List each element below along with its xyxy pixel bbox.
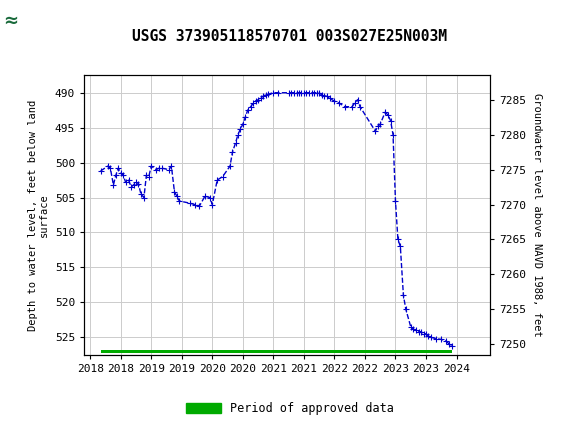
- Legend: Period of approved data: Period of approved data: [181, 397, 399, 420]
- Text: USGS 373905118570701 003S027E25N003M: USGS 373905118570701 003S027E25N003M: [132, 29, 448, 44]
- Bar: [100, 350, 452, 353]
- Text: ≈USGS: ≈USGS: [3, 12, 74, 29]
- Y-axis label: Groundwater level above NAVD 1988, feet: Groundwater level above NAVD 1988, feet: [532, 93, 542, 337]
- Text: ≈: ≈: [3, 12, 18, 29]
- Text: USGS: USGS: [38, 12, 93, 29]
- Bar: [0, 0, 104, 41]
- Y-axis label: Depth to water level, feet below land
surface: Depth to water level, feet below land su…: [28, 99, 49, 331]
